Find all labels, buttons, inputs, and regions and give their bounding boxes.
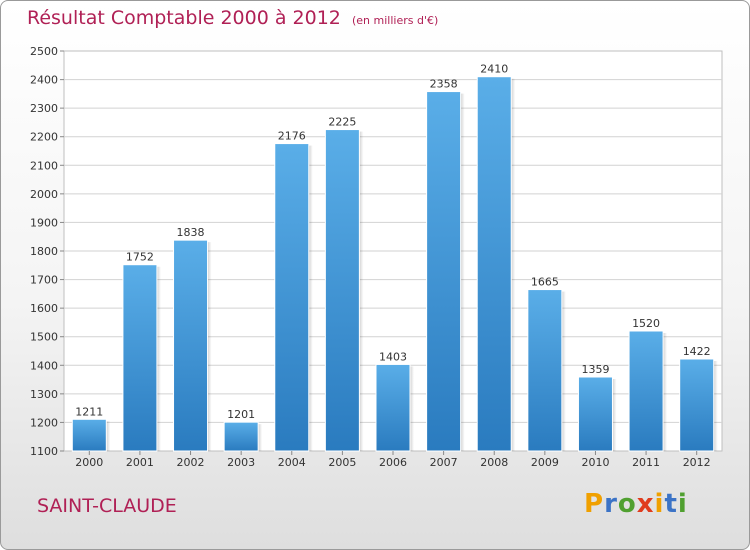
data-label-2005: 2225 — [328, 116, 356, 129]
bar-2010 — [577, 376, 613, 452]
y-tick-label: 2100 — [30, 159, 58, 172]
bar-shadow — [561, 291, 566, 451]
x-axis-ticks: 2000 2001 2002 2003 2004 2005 2006 2007 2008 2009… — [75, 451, 711, 469]
logo-letter: i — [654, 489, 665, 519]
data-label-2011: 1520 — [632, 317, 660, 330]
data-label-2008: 2410 — [480, 63, 508, 76]
bar-shadow — [106, 421, 111, 451]
bar-2002 — [173, 239, 209, 452]
y-tick-label: 1600 — [30, 302, 58, 315]
data-label-2007: 2358 — [430, 78, 458, 91]
x-tick-label: 2008 — [480, 456, 508, 469]
data-label-2002: 1838 — [177, 226, 205, 239]
x-tick-label: 2011 — [632, 456, 660, 469]
x-tick-label: 2009 — [531, 456, 559, 469]
x-tick-label: 2003 — [227, 456, 255, 469]
y-tick-label: 2000 — [30, 188, 58, 201]
location-name: SAINT-CLAUDE — [37, 495, 177, 517]
bar-shadow — [359, 131, 364, 452]
y-tick-label: 1100 — [30, 445, 58, 458]
logo-letter: P — [584, 489, 605, 519]
bar-2008 — [476, 76, 512, 452]
y-tick-label: 1900 — [30, 216, 58, 229]
chart-title: Résultat Comptable 2000 à 2012 (en milli… — [27, 7, 438, 29]
x-tick-label: 2007 — [430, 456, 458, 469]
bar-2000 — [71, 418, 107, 452]
y-tick-label: 1800 — [30, 245, 58, 258]
bar-2007 — [426, 91, 462, 452]
data-label-2012: 1422 — [683, 345, 711, 358]
bar-2011 — [628, 330, 664, 452]
bar-shadow — [460, 93, 465, 452]
bar-shadow — [713, 361, 718, 451]
bar-2006 — [375, 363, 411, 452]
data-label-2009: 1665 — [531, 276, 559, 289]
bar-2004 — [274, 143, 310, 452]
data-label-2003: 1201 — [227, 408, 255, 421]
y-tick-label: 2500 — [30, 45, 58, 58]
logo-letter: t — [664, 489, 678, 519]
bar-chart: 1100 1200 1300 1400 1500 1600 1700 1800 1900 2000… — [30, 45, 723, 469]
x-tick-label: 2004 — [278, 456, 306, 469]
data-labels: 1211 1752 1838 1201 2176 2225 1403 2358 2410 1665… — [75, 63, 710, 421]
bar-2012 — [679, 358, 715, 452]
x-tick-label: 2012 — [683, 456, 711, 469]
logo-letter: r — [604, 489, 618, 519]
bars — [71, 76, 718, 452]
bar-shadow — [511, 78, 516, 451]
bar-2005 — [324, 129, 360, 452]
y-axis-ticks: 1100 1200 1300 1400 1500 1600 1700 1800 1900 2000… — [30, 45, 64, 458]
bar-shadow — [410, 366, 414, 451]
x-tick-label: 2005 — [328, 456, 356, 469]
y-tick-label: 2200 — [30, 131, 58, 144]
data-label-2004: 2176 — [278, 130, 306, 143]
brand-logo: Proxiti — [584, 489, 688, 519]
bar-2003 — [223, 421, 259, 452]
y-tick-label: 2300 — [30, 102, 58, 115]
title-text: Résultat Comptable 2000 à 2012 — [27, 7, 341, 29]
bar-shadow — [207, 242, 212, 451]
bar-shadow — [663, 333, 668, 451]
y-tick-label: 1400 — [30, 359, 58, 372]
bar-2009 — [527, 289, 563, 452]
data-label-2000: 1211 — [75, 405, 103, 418]
y-tick-label: 1300 — [30, 388, 58, 401]
x-tick-label: 2000 — [75, 456, 103, 469]
data-label-2010: 1359 — [581, 363, 609, 376]
unit-note: (en milliers d'€) — [351, 14, 439, 27]
x-tick-label: 2001 — [126, 456, 154, 469]
bar-shadow — [612, 379, 617, 451]
bar-2001 — [122, 264, 158, 452]
logo-letter: i — [677, 489, 688, 519]
y-tick-label: 2400 — [30, 74, 58, 87]
y-tick-label: 1200 — [30, 416, 58, 429]
y-tick-label: 1700 — [30, 274, 58, 287]
data-label-2001: 1752 — [126, 251, 154, 264]
logo-letter: o — [617, 489, 637, 519]
data-label-2006: 1403 — [379, 350, 407, 363]
x-tick-label: 2006 — [379, 456, 407, 469]
y-tick-label: 1500 — [30, 331, 58, 344]
x-tick-label: 2010 — [581, 456, 609, 469]
logo-letter: x — [636, 489, 655, 519]
bar-shadow — [308, 145, 313, 452]
bar-shadow — [156, 266, 161, 451]
x-tick-label: 2002 — [177, 456, 205, 469]
bar-shadow — [258, 424, 263, 451]
